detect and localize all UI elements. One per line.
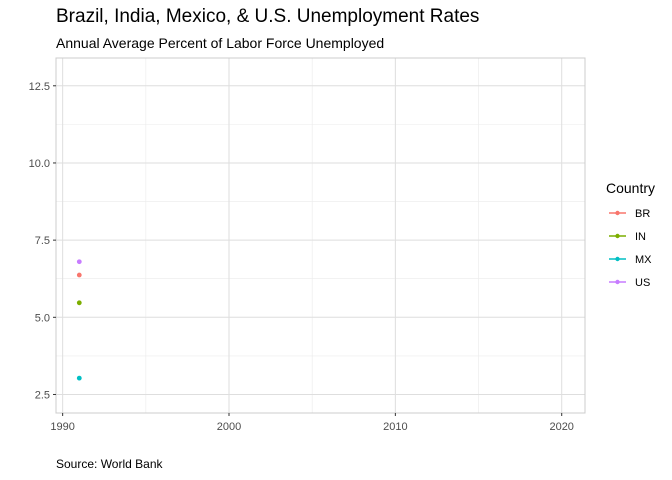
legend: Country BR IN MX US [606, 180, 655, 289]
data-point-us [76, 259, 82, 265]
y-tick-label: 12.5 [29, 81, 50, 93]
y-axis: 2.5 5.0 7.5 10.0 12.5 [29, 81, 56, 401]
legend-key-point-in [615, 233, 620, 239]
legend-label-in: IN [635, 231, 646, 243]
x-tick-label: 2010 [383, 421, 407, 433]
data-point-in [76, 300, 82, 306]
x-tick-label: 1990 [50, 421, 74, 433]
legend-key-point-us [615, 279, 620, 285]
data-points [76, 259, 82, 381]
x-axis: 1990 2000 2010 2020 [50, 413, 574, 433]
legend-title: Country [606, 180, 655, 196]
y-tick-label: 10.0 [29, 158, 50, 170]
grid-lines [56, 58, 585, 413]
plot-panel [56, 58, 585, 413]
y-tick-label: 7.5 [35, 235, 50, 247]
legend-label-br: BR [635, 208, 650, 220]
x-tick-label: 2000 [217, 421, 241, 433]
chart-caption: Source: World Bank [56, 457, 163, 471]
chart-title: Brazil, India, Mexico, & U.S. Unemployme… [56, 6, 480, 27]
panel-border [55, 57, 586, 414]
legend-label-mx: MX [635, 254, 652, 266]
chart-subtitle: Annual Average Percent of Labor Force Un… [56, 35, 385, 51]
x-tick-label: 2020 [549, 421, 573, 433]
data-point-br [76, 272, 82, 278]
legend-key-point-mx [615, 256, 620, 262]
legend-key-point-br [615, 210, 620, 216]
legend-label-us: US [635, 277, 650, 289]
data-point-mx [76, 375, 82, 381]
y-tick-label: 2.5 [35, 389, 50, 401]
y-tick-label: 5.0 [35, 312, 50, 324]
